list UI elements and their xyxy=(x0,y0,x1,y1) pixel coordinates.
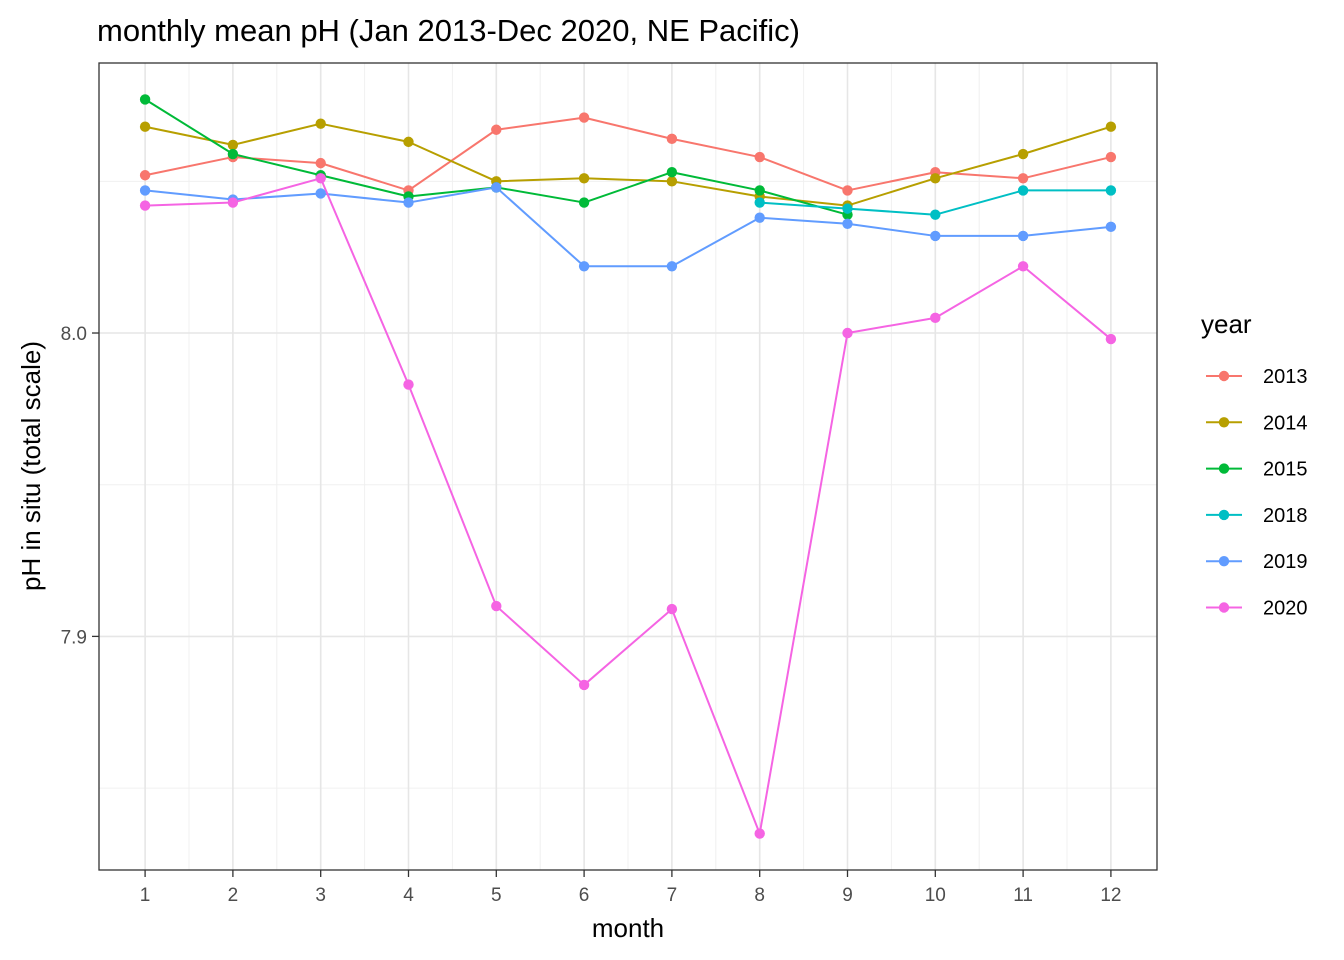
y-axis: 7.9 8.0 xyxy=(61,324,99,648)
legend-key-point-2013 xyxy=(1218,370,1230,382)
data-point-2014 xyxy=(1105,121,1117,132)
data-point-2020 xyxy=(1105,333,1117,345)
data-point-2019 xyxy=(1105,221,1117,233)
data-point-2014 xyxy=(315,118,326,129)
data-point-2013 xyxy=(754,151,765,163)
data-point-2014 xyxy=(666,176,678,187)
data-point-2014 xyxy=(1017,148,1029,160)
series-line-2020 xyxy=(145,177,1112,835)
legend-label-2020: 2020 xyxy=(1263,598,1308,620)
data-point-2014 xyxy=(403,136,414,148)
x-tick-label: 6 xyxy=(579,885,590,906)
x-tick-label: 1 xyxy=(140,885,151,906)
legend-key-point-2019 xyxy=(1218,556,1230,567)
data-point-2015 xyxy=(754,185,765,196)
data-point-2014 xyxy=(227,139,239,151)
legend-key-point-2020 xyxy=(1218,602,1230,613)
y-axis-title: pH in situ (total scale) xyxy=(16,341,46,591)
data-point-2013 xyxy=(139,170,151,181)
data-point-2019 xyxy=(842,218,853,229)
data-point-2020 xyxy=(754,828,765,839)
data-point-2020 xyxy=(578,679,590,691)
x-tick-label: 9 xyxy=(842,885,853,906)
data-point-2020 xyxy=(842,327,853,339)
x-tick-label: 2 xyxy=(228,885,239,906)
data-point-2018 xyxy=(930,209,941,220)
data-point-2013 xyxy=(1017,173,1029,184)
x-tick-label: 10 xyxy=(925,885,946,906)
data-point-2018 xyxy=(1105,185,1117,196)
data-point-2020 xyxy=(491,600,502,612)
data-point-2020 xyxy=(315,173,326,184)
x-tick-label: 4 xyxy=(403,885,414,906)
data-point-2015 xyxy=(227,148,239,160)
data-point-2015 xyxy=(578,197,590,208)
series-points xyxy=(139,94,1117,839)
legend-label-2013: 2013 xyxy=(1263,366,1308,388)
plot-panel-border xyxy=(98,62,1158,871)
data-point-2013 xyxy=(1105,151,1117,163)
data-point-2020 xyxy=(403,379,414,390)
data-point-2019 xyxy=(666,261,678,272)
chart-title: monthly mean pH (Jan 2013-Dec 2020, NE P… xyxy=(97,13,800,48)
legend: year 2013 2014 2015 2018 2019 2020 xyxy=(1201,309,1308,620)
data-point-2015 xyxy=(666,167,678,178)
data-point-2019 xyxy=(315,188,326,199)
data-point-2014 xyxy=(139,121,151,132)
legend-label-2018: 2018 xyxy=(1263,505,1308,527)
data-point-2019 xyxy=(1017,230,1029,242)
data-point-2019 xyxy=(578,261,590,272)
data-point-2013 xyxy=(491,124,502,135)
x-tick-label: 3 xyxy=(315,885,326,906)
data-point-2020 xyxy=(227,197,239,208)
data-point-2020 xyxy=(1017,261,1029,272)
data-point-2019 xyxy=(139,185,151,196)
data-point-2019 xyxy=(403,197,414,208)
x-tick-label: 7 xyxy=(667,885,678,906)
legend-title: year xyxy=(1201,309,1252,339)
data-point-2018 xyxy=(842,203,853,214)
data-point-2018 xyxy=(1017,185,1029,196)
data-point-2013 xyxy=(666,133,678,145)
series-line-2014 xyxy=(144,122,1112,207)
legend-label-2015: 2015 xyxy=(1263,459,1308,481)
x-axis: 1 2 3 4 5 6 7 8 9 10 11 12 xyxy=(140,870,1121,906)
legend-key-point-2015 xyxy=(1218,463,1230,474)
y-tick-label: 8.0 xyxy=(61,324,87,345)
data-point-2019 xyxy=(930,230,941,242)
data-point-2019 xyxy=(754,212,765,223)
data-point-2020 xyxy=(930,312,941,324)
x-tick-label: 11 xyxy=(1013,885,1033,906)
data-point-2018 xyxy=(754,197,765,208)
data-point-2013 xyxy=(578,112,590,123)
legend-label-2019: 2019 xyxy=(1263,551,1308,573)
data-point-2014 xyxy=(578,173,590,184)
legend-label-2014: 2014 xyxy=(1263,412,1308,434)
data-point-2015 xyxy=(139,94,151,105)
data-point-2020 xyxy=(666,603,678,615)
data-point-2013 xyxy=(315,157,326,169)
x-tick-label: 12 xyxy=(1100,885,1121,906)
data-point-2014 xyxy=(930,173,941,184)
x-axis-title: month xyxy=(592,913,664,943)
data-point-2019 xyxy=(491,182,502,193)
series-line-2019 xyxy=(144,186,1112,268)
x-tick-label: 8 xyxy=(754,885,765,906)
legend-key-point-2014 xyxy=(1218,417,1230,428)
y-tick-label: 7.9 xyxy=(61,627,87,648)
legend-key-point-2018 xyxy=(1218,509,1230,521)
x-tick-label: 5 xyxy=(491,885,502,906)
data-point-2020 xyxy=(139,200,151,211)
data-point-2013 xyxy=(842,185,853,196)
